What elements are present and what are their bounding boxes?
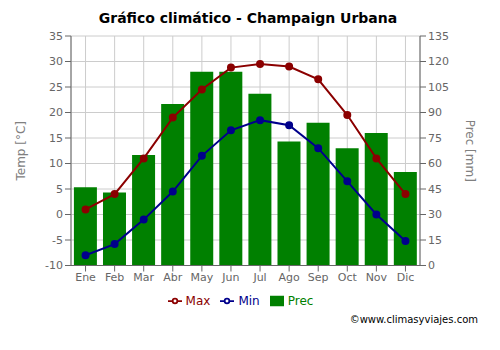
svg-text:Jun: Jun — [221, 271, 239, 284]
svg-text:Temp [°C]: Temp [°C] — [14, 121, 28, 182]
svg-text:-10: -10 — [45, 259, 63, 272]
svg-text:-5: -5 — [52, 234, 63, 247]
svg-text:20: 20 — [49, 106, 63, 119]
svg-text:Prec [mm]: Prec [mm] — [463, 120, 477, 182]
svg-text:90: 90 — [428, 106, 442, 119]
svg-text:30: 30 — [428, 208, 442, 221]
svg-text:135: 135 — [428, 30, 449, 43]
svg-text:45: 45 — [428, 183, 442, 196]
svg-text:60: 60 — [428, 157, 442, 170]
svg-text:Mar: Mar — [133, 271, 154, 284]
svg-text:Oct: Oct — [338, 271, 358, 284]
svg-text:25: 25 — [49, 81, 63, 94]
svg-text:Jul: Jul — [252, 271, 266, 284]
html-text:©www.climasyviajes.com: ©www.climasyviajes.com — [349, 314, 478, 325]
svg-text:Sep: Sep — [308, 271, 329, 284]
html-text:Min: Min — [238, 293, 260, 308]
svg-text:Dic: Dic — [397, 271, 415, 284]
svg-text:105: 105 — [428, 81, 449, 94]
html-text:Max: Max — [185, 293, 211, 308]
html-text:Prec: Prec — [287, 293, 314, 308]
html-text:Gráfico climático - Champaign: Gráfico climático - Champaign Urbana — [98, 10, 398, 26]
svg-text:75: 75 — [428, 132, 442, 145]
svg-text:15: 15 — [49, 132, 63, 145]
svg-text:5: 5 — [56, 183, 63, 196]
svg-text:0: 0 — [428, 259, 435, 272]
svg-text:Ene: Ene — [75, 271, 96, 284]
svg-text:May: May — [191, 271, 214, 284]
svg-text:30: 30 — [49, 55, 63, 68]
svg-text:Ago: Ago — [279, 271, 301, 284]
svg-text:15: 15 — [428, 234, 442, 247]
svg-text:10: 10 — [49, 157, 63, 170]
svg-text:Abr: Abr — [163, 271, 183, 284]
svg-text:Feb: Feb — [105, 271, 124, 284]
svg-text:Nov: Nov — [366, 271, 388, 284]
svg-text:120: 120 — [428, 55, 449, 68]
svg-text:0: 0 — [56, 208, 63, 221]
svg-text:35: 35 — [49, 30, 63, 43]
